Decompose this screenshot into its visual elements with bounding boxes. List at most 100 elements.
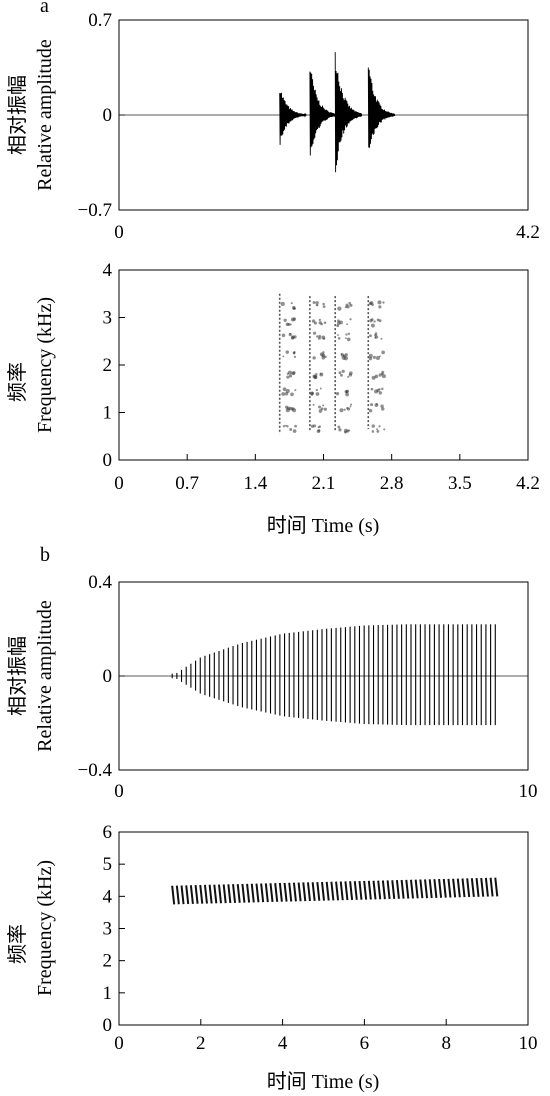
spectral-speck xyxy=(336,321,341,325)
spectral-speck xyxy=(293,352,296,355)
spectral-speck xyxy=(369,334,372,338)
spectral-speck xyxy=(283,318,287,322)
y-tick-label: 0.7 xyxy=(88,10,112,31)
band-pulse xyxy=(372,880,377,900)
spectral-speck xyxy=(312,403,315,406)
y-tick-label: 1 xyxy=(103,403,113,424)
burst-waveform xyxy=(367,67,396,148)
band-pulse xyxy=(213,884,218,904)
spectral-speck xyxy=(379,355,381,358)
spectral-speck xyxy=(315,301,319,305)
band-pulse xyxy=(484,877,489,897)
band-pulse xyxy=(316,881,321,901)
plot-frame xyxy=(118,831,529,1026)
spectral-speck xyxy=(289,406,293,411)
band-pulse xyxy=(466,878,471,898)
spectral-speck xyxy=(335,391,340,396)
band-pulse xyxy=(433,879,438,898)
spectral-speck xyxy=(349,318,352,321)
band-pulse xyxy=(250,883,255,903)
band-pulse xyxy=(321,881,326,901)
spectral-speck xyxy=(347,375,350,378)
y-tick-label: 0 xyxy=(103,105,113,126)
band-pulse xyxy=(339,881,344,901)
spectral-speck xyxy=(290,336,295,340)
band-pulse xyxy=(409,879,414,899)
x-tick-label: 4.2 xyxy=(516,473,540,494)
band-pulse xyxy=(288,882,293,902)
spectral-speck xyxy=(287,370,292,375)
spectral-speck xyxy=(286,425,289,428)
spectral-speck xyxy=(380,337,383,340)
band-pulse xyxy=(475,878,480,897)
band-pulse xyxy=(447,878,452,898)
band-pulse xyxy=(400,879,405,899)
xlabel: 时间 Time (s) xyxy=(267,1070,380,1093)
spectral-speck xyxy=(319,372,324,377)
spectral-speck xyxy=(337,337,341,340)
spectral-speck xyxy=(345,392,349,397)
x-tick-label: 0 xyxy=(114,781,124,802)
y-tick-label: 4 xyxy=(103,886,113,907)
band-pulse xyxy=(227,884,232,904)
spectral-speck xyxy=(280,301,285,306)
band-pulse xyxy=(241,883,246,903)
x-tick-label: 3.5 xyxy=(448,473,472,494)
band-pulse xyxy=(330,881,335,901)
spectral-speck xyxy=(293,355,297,359)
spectral-speck xyxy=(343,408,346,411)
spectral-speck xyxy=(350,403,353,406)
spectral-speck xyxy=(289,428,293,431)
band-pulse xyxy=(222,884,227,904)
spectral-speck xyxy=(315,372,318,376)
band-pulse xyxy=(189,885,194,905)
band-pulse xyxy=(269,883,274,903)
spectral-speck xyxy=(371,303,374,306)
spectral-speck xyxy=(282,424,286,428)
spectral-speck xyxy=(317,336,321,340)
spectral-speck xyxy=(374,374,379,379)
spectral-speck xyxy=(348,429,351,432)
band-pulse xyxy=(353,881,358,900)
spectral-speck xyxy=(292,307,296,311)
spectral-speck xyxy=(338,371,342,375)
band-pulse xyxy=(264,883,269,903)
band-pulse xyxy=(203,884,208,904)
band-pulse xyxy=(391,880,396,900)
spectral-speck xyxy=(323,407,327,411)
panel-a-spectrogram: 频率 Frequency (kHz) 时间 Time (s) 0 1 2 3 4 0 0.7… xyxy=(6,260,540,537)
spectral-speck xyxy=(383,428,386,431)
spectral-speck xyxy=(282,355,285,358)
x-tick-label: 0 xyxy=(114,222,124,243)
band-pulse xyxy=(255,883,260,903)
ylabel-cn: 频率 xyxy=(6,362,29,402)
spectral-speck xyxy=(317,429,321,432)
x-tick-label: 6 xyxy=(360,1033,370,1054)
spectral-speck xyxy=(381,370,385,374)
spectral-speck xyxy=(320,407,324,411)
band-pulse xyxy=(274,883,279,902)
spectral-speck xyxy=(321,353,326,358)
spectral-speck xyxy=(371,375,376,380)
spectral-speck xyxy=(341,369,345,373)
band-pulse xyxy=(367,880,372,900)
spectral-speck xyxy=(380,404,384,408)
spectral-speck xyxy=(284,392,289,396)
panel-letter-a: a xyxy=(40,0,49,17)
spectral-speck xyxy=(337,319,340,323)
panel-b-waveform: 相对振幅 Relative amplitude 0.40−0.40 10 xyxy=(6,572,538,802)
spectral-speck xyxy=(294,389,297,392)
band-pulse xyxy=(456,878,461,898)
band-pulse xyxy=(489,877,494,897)
spectral-speck xyxy=(369,318,373,323)
spectral-speck xyxy=(290,392,294,397)
panel-letter-b: b xyxy=(40,544,50,566)
y-tick-label: 6 xyxy=(103,822,113,843)
x-tick-label: 0 xyxy=(114,1033,124,1054)
spectral-speck xyxy=(285,350,289,354)
burst-waveform xyxy=(334,52,363,173)
spectral-speck xyxy=(318,318,322,322)
spectral-speck xyxy=(337,306,342,311)
spectral-speck xyxy=(344,353,348,357)
